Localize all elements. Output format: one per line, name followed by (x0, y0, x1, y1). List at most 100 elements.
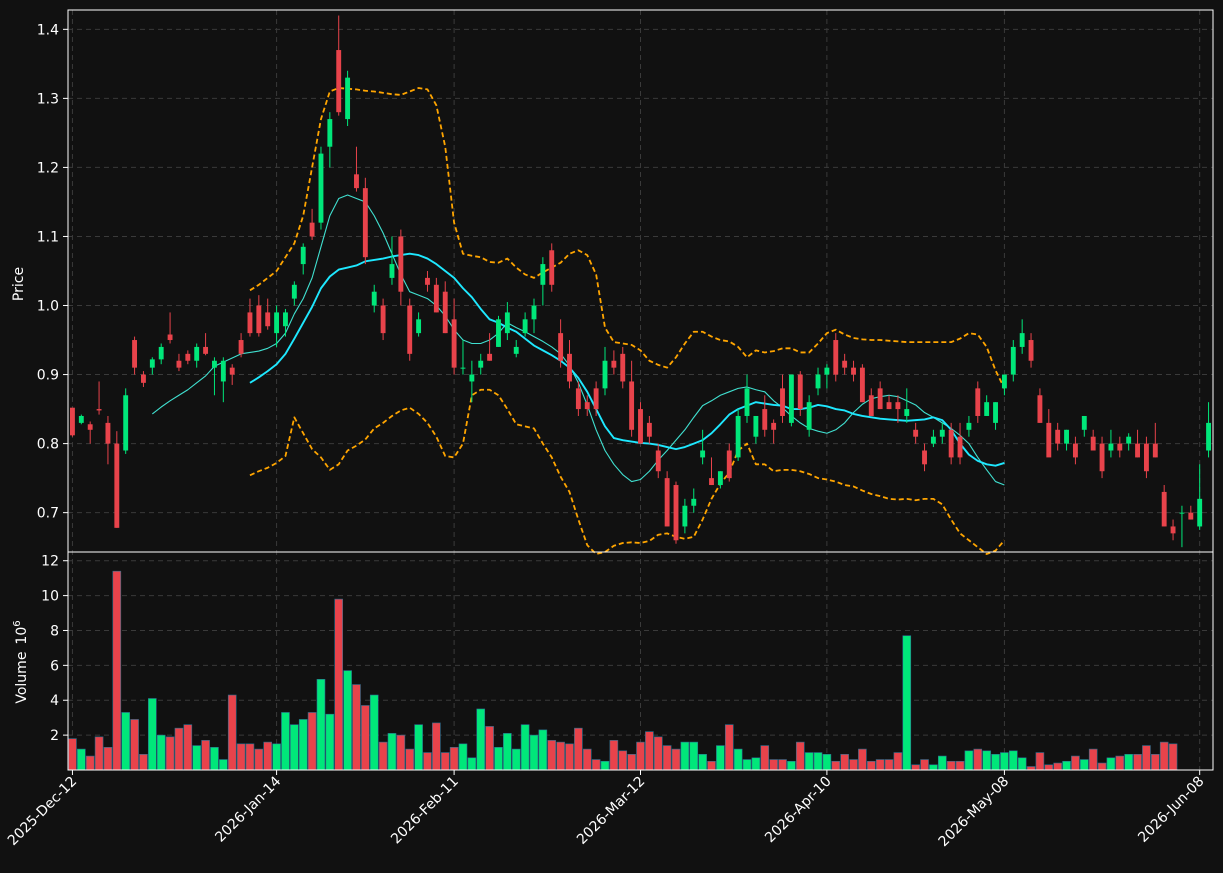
candlesticks (69, 15, 1212, 548)
candle-body (114, 443, 120, 528)
volume-bar (742, 759, 752, 771)
volume-bar (307, 712, 317, 771)
volume-tick-label: 10 (41, 589, 59, 605)
volume-bar (219, 759, 228, 771)
volume-bar (866, 760, 876, 771)
candle-body (558, 333, 564, 361)
candle-body (1099, 443, 1105, 472)
candle-body (487, 353, 493, 361)
candle-body (877, 388, 883, 410)
candle-body (717, 471, 723, 486)
candle-body (513, 346, 519, 354)
candle-body (531, 305, 537, 320)
candle-body (1064, 429, 1069, 444)
candle-body (167, 334, 173, 341)
volume-bar (565, 743, 574, 771)
volume-bar (476, 708, 486, 771)
candle-body (753, 415, 759, 437)
volume-bar (1035, 752, 1045, 771)
candle-body (362, 188, 368, 258)
candle-body (238, 340, 244, 354)
candle-body (229, 367, 235, 375)
candle-body (904, 409, 910, 416)
volume-bar (148, 698, 157, 771)
candle-body (930, 436, 936, 444)
candle-body (309, 222, 315, 237)
volume-bar (600, 760, 610, 771)
volume-bar (85, 755, 95, 771)
volume-bar (1097, 762, 1107, 771)
volume-bar (503, 733, 512, 771)
volume-bar (1133, 754, 1142, 771)
candle-body (922, 450, 927, 465)
volume-tick-label: 8 (50, 623, 59, 639)
volume-bar (511, 748, 521, 771)
candle-body (1001, 374, 1007, 389)
candle-body (1206, 422, 1212, 451)
volume-bar (636, 741, 645, 771)
candle-body (105, 422, 111, 444)
candle-body (664, 478, 670, 527)
volume-bar (538, 729, 548, 771)
candle-body (673, 485, 679, 541)
candle-body (1108, 443, 1114, 451)
volume-bar (103, 747, 113, 771)
volume-tick-label: 4 (50, 693, 59, 709)
candle-body (123, 395, 129, 451)
candle-body (469, 374, 475, 382)
volume-bar (760, 745, 770, 771)
candle-body (1046, 422, 1052, 458)
candle-body (1152, 443, 1158, 458)
candle-body (442, 291, 448, 334)
volume-tick-label: 12 (41, 554, 59, 570)
candle-body (69, 407, 75, 436)
volume-bar (290, 724, 299, 771)
candle-body (78, 415, 84, 423)
volume-tick-label: 6 (50, 658, 59, 674)
candle-body (425, 277, 430, 285)
bollinger-bands (249, 87, 1006, 555)
volume-bar (804, 752, 814, 771)
volume-bar (165, 736, 175, 771)
candle-body (1072, 443, 1078, 458)
candle-body (1090, 436, 1096, 451)
volume-bar (378, 741, 388, 771)
candle-body (176, 360, 182, 368)
volume-bar (733, 748, 743, 771)
candle-body (638, 409, 643, 444)
volume-bar (139, 754, 148, 771)
volume-bar (787, 760, 796, 771)
volume-bar (645, 731, 654, 771)
candle-body (265, 312, 271, 327)
volume-bar (929, 764, 938, 771)
volume-bar (1044, 764, 1054, 771)
candle-body (433, 284, 439, 313)
volume-bars (68, 570, 1178, 771)
candle-body (726, 450, 732, 479)
volume-bar (263, 741, 273, 771)
candle-body (762, 409, 768, 430)
volume-bar (618, 750, 628, 771)
candle-body (354, 174, 359, 189)
volume-axis-label-text: Volume (14, 652, 30, 704)
volume-bar (1142, 745, 1151, 771)
volume-bar (236, 743, 246, 771)
price-tick-label: 1.2 (37, 160, 59, 176)
candle-body (895, 402, 901, 410)
volume-axis-label: Volume 106 (12, 620, 30, 703)
volume-bar (822, 754, 832, 771)
volume-bar (689, 741, 699, 771)
candle-body (851, 367, 856, 375)
candle-body (1019, 333, 1025, 347)
volume-bar (769, 759, 778, 771)
candle-body (389, 264, 395, 278)
candle-body (1161, 491, 1167, 527)
candle-body (203, 346, 209, 354)
volume-bar (529, 734, 539, 771)
volume-bar (1106, 757, 1116, 771)
volume-bar (1008, 750, 1018, 771)
volume-bar (795, 741, 805, 771)
candle-body (460, 367, 466, 369)
volume-bar (77, 748, 86, 771)
